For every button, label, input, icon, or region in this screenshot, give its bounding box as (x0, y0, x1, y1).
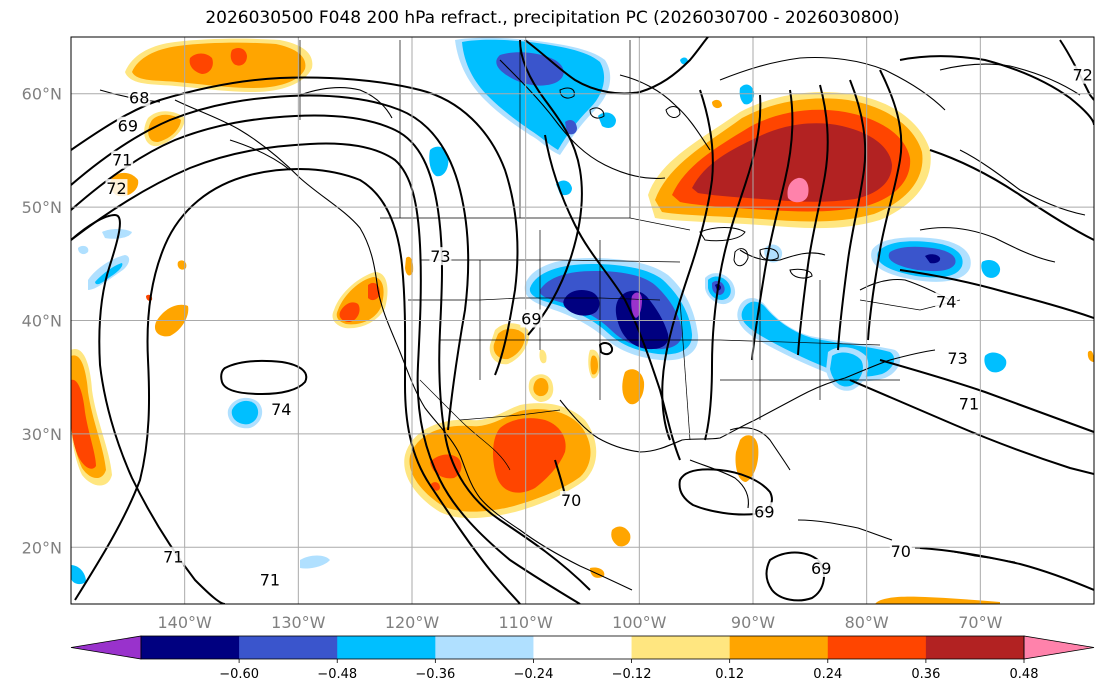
svg-text:74: 74 (936, 292, 956, 311)
lon-tick-label: 90°W (731, 613, 775, 632)
coastlines (99, 56, 1086, 591)
contour-label: 72 (1071, 65, 1094, 85)
svg-text:70: 70 (891, 542, 911, 561)
colorbar-tick-label: −0.48 (317, 667, 357, 682)
lon-tick-label: 130°W (271, 613, 326, 632)
colorbar-extend-high (1023, 635, 1095, 660)
colorbar-bin (239, 636, 338, 659)
lat-tick-label: 50°N (22, 198, 62, 217)
lat-tick-label: 20°N (22, 538, 62, 557)
colorbar-bin (729, 636, 829, 659)
svg-text:73: 73 (430, 247, 450, 266)
lon-tick-label: 70°W (958, 613, 1002, 632)
contour-label: 71 (957, 394, 980, 414)
svg-text:71: 71 (112, 151, 132, 170)
positive-anomaly-pacific-edge (71, 349, 112, 486)
svg-text:69: 69 (754, 502, 774, 521)
svg-text:69: 69 (118, 117, 138, 136)
map-frame (70, 36, 1095, 605)
refractivity-contours (71, 37, 1094, 604)
contour-labels: 68 69 71 72 73 69 74 70 69 69 70 71 71 74 73 71 72 (105, 65, 1094, 589)
contour-label: 73 (429, 247, 452, 266)
colorbar-bin (337, 636, 436, 659)
svg-text:71: 71 (959, 395, 979, 414)
contour-label: 71 (162, 547, 185, 567)
contour-label: 71 (258, 570, 281, 589)
lon-tick-label: 120°W (385, 613, 440, 632)
colorbar-tick-label: −0.60 (219, 667, 259, 682)
positive-anomaly-small-2 (1087, 350, 1094, 362)
colorbar-bin (435, 636, 534, 659)
contour-label: 72 (105, 179, 128, 198)
svg-text:68: 68 (129, 88, 149, 107)
contour-label: 74 (935, 292, 958, 311)
colorbar-extend-low (70, 635, 142, 660)
lat-tick-label: 30°N (22, 425, 62, 444)
contour-label: 70 (560, 490, 583, 510)
svg-text:74: 74 (271, 400, 291, 419)
contour-label: 69 (520, 309, 543, 329)
lat-tick-label: 40°N (22, 312, 62, 331)
map-title: 2026030500 F048 200 hPa refract., precip… (205, 8, 900, 28)
svg-text:71: 71 (260, 570, 280, 589)
contour-label: 68 (128, 88, 151, 107)
map-grid (71, 37, 1094, 604)
lon-tick-label: 140°W (157, 613, 212, 632)
lat-tick-label: 60°N (22, 85, 62, 104)
positive-anomaly-small (712, 99, 722, 109)
lon-tick-labels: 140°W 130°W 120°W 110°W 100°W 90°W 80°W 70°W (157, 613, 1002, 632)
svg-text:71: 71 (163, 548, 183, 567)
contour-label: 73 (946, 349, 969, 368)
colorbar: −0.60 −0.48 −0.36 −0.24 −0.12 0.12 0.24 0.36 0.4… (70, 635, 1095, 682)
colorbar-tick-label: 0.12 (715, 667, 744, 682)
lon-tick-label: 110°W (498, 613, 553, 632)
colorbar-bin (533, 636, 633, 659)
negative-anomaly-central-us (524, 258, 736, 361)
colorbar-tick-label: −0.36 (415, 667, 455, 682)
positive-anomaly-mexico (404, 323, 759, 578)
colorbar-tick-label: 0.24 (813, 667, 842, 682)
positive-anomaly-bottom (875, 596, 1000, 604)
contour-label: 74 (270, 400, 293, 419)
svg-text:69: 69 (811, 559, 831, 578)
colorbar-bin (141, 636, 240, 659)
negative-anomaly-northeast (764, 237, 1001, 282)
svg-text:70: 70 (561, 491, 581, 510)
contour-label: 70 (889, 541, 912, 561)
colorbar-tick-label: 0.48 (1010, 667, 1039, 682)
contour-label: 71 (111, 150, 134, 170)
svg-text:72: 72 (1072, 66, 1092, 85)
lon-tick-label: 80°W (845, 613, 889, 632)
contour-label: 69 (810, 558, 833, 578)
colorbar-tick-label: −0.24 (514, 667, 554, 682)
colorbar-bin (631, 636, 731, 659)
colorbar-tick-label: −0.12 (612, 667, 652, 682)
precip-shading (71, 37, 1094, 604)
colorbar-bin (925, 636, 1025, 659)
lon-tick-label: 100°W (612, 613, 667, 632)
colorbar-bin (827, 636, 927, 659)
lat-tick-labels: 20°N 30°N 40°N 50°N 60°N (22, 85, 62, 558)
svg-text:72: 72 (106, 179, 126, 198)
svg-text:69: 69 (521, 310, 541, 329)
contour-label: 69 (753, 502, 776, 521)
colorbar-tick-label: 0.36 (911, 667, 940, 682)
svg-text:73: 73 (947, 349, 967, 368)
contour-label: 69 (116, 116, 139, 136)
